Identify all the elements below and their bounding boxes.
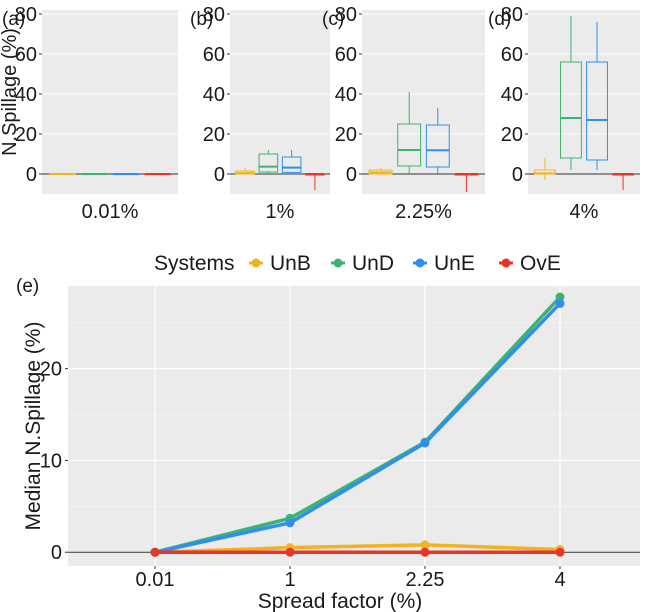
data-point bbox=[420, 547, 430, 557]
panel-background bbox=[362, 10, 485, 194]
x-label: 1% bbox=[266, 201, 295, 223]
box-ove bbox=[144, 173, 171, 176]
y-tick-label: 10 bbox=[40, 450, 62, 472]
panel-label: (c) bbox=[322, 9, 344, 30]
y-tick-label: 20 bbox=[335, 124, 357, 146]
panel-background bbox=[42, 10, 178, 194]
data-point bbox=[555, 547, 565, 557]
panel-label: (b) bbox=[190, 9, 213, 30]
box-iqr bbox=[560, 61, 582, 159]
y-tick-label: 80 bbox=[501, 4, 523, 26]
data-point bbox=[420, 540, 430, 550]
panel-background bbox=[230, 10, 330, 194]
x-tick-label: 2.25 bbox=[406, 569, 445, 591]
y-tick-label: 0 bbox=[512, 164, 523, 186]
data-point bbox=[555, 292, 565, 302]
panel-background bbox=[68, 286, 640, 566]
y-tick-label: 40 bbox=[203, 84, 225, 106]
y-tick-label: 20 bbox=[40, 359, 62, 381]
legend-item-und: UnD bbox=[331, 252, 394, 275]
y-tick-label: 20 bbox=[501, 124, 523, 146]
data-point bbox=[285, 518, 295, 528]
box-panel-2: 0 20 40 60 80 2.25% (c) bbox=[322, 4, 485, 223]
box-panel-1: 0 20 40 60 80 1% (b) bbox=[190, 4, 330, 223]
box-panel-0: 0 20 40 60 80 0.01% (a)N.Spillage (%) bbox=[0, 4, 178, 223]
series-ove bbox=[150, 547, 565, 557]
panel-label: (d) bbox=[488, 9, 511, 30]
box-iqr bbox=[258, 153, 279, 173]
box-panel-3: 0 20 40 60 80 4% (d) bbox=[488, 4, 640, 223]
y-tick-label: 20 bbox=[15, 124, 37, 146]
x-tick-label: 1 bbox=[284, 569, 295, 591]
y-axis-label: Median N.Spillage (%) bbox=[22, 322, 45, 531]
x-axis-label: Spread factor (%) bbox=[258, 590, 423, 612]
x-label: 2.25% bbox=[395, 201, 452, 223]
box-und bbox=[397, 92, 422, 174]
box-und bbox=[560, 16, 582, 170]
box-iqr bbox=[281, 156, 302, 173]
legend-label: UnE bbox=[434, 252, 475, 275]
y-tick-label: 0 bbox=[346, 164, 357, 186]
box-unb bbox=[235, 168, 255, 175]
panel-label: (a) bbox=[2, 9, 25, 30]
y-tick-label: 60 bbox=[15, 44, 37, 66]
y-tick-label: 0 bbox=[26, 164, 37, 186]
data-point bbox=[420, 438, 430, 448]
box-une bbox=[425, 108, 450, 174]
y-tick-label: 40 bbox=[335, 84, 357, 106]
data-point bbox=[285, 547, 295, 557]
legend-label: UnD bbox=[352, 252, 394, 275]
box-une bbox=[281, 150, 302, 174]
data-point bbox=[555, 298, 565, 308]
y-tick-label: 40 bbox=[501, 84, 523, 106]
legend-item-ove: OvE bbox=[499, 252, 561, 275]
y-tick-label: 60 bbox=[203, 44, 225, 66]
y-tick-label: 60 bbox=[501, 44, 523, 66]
y-tick-label: 0 bbox=[51, 542, 62, 564]
y-axis-label: N.Spillage (%) bbox=[0, 28, 21, 156]
legend-item-une: UnE bbox=[413, 252, 475, 275]
legend-key-dot bbox=[251, 258, 261, 268]
x-tick-label: 0.01 bbox=[136, 569, 175, 591]
legend-key-dot bbox=[415, 258, 425, 268]
legend: Systems UnB UnD UnE OvE bbox=[154, 252, 561, 275]
y-tick-label: 80 bbox=[335, 4, 357, 26]
box-ove bbox=[305, 173, 325, 190]
box-unb bbox=[49, 173, 76, 176]
series-line bbox=[154, 295, 562, 554]
y-tick-label: 40 bbox=[15, 84, 37, 106]
y-tick-label: 0 bbox=[214, 164, 225, 186]
box-iqr bbox=[586, 61, 608, 161]
legend-label: UnB bbox=[270, 252, 311, 275]
panel-background bbox=[528, 10, 640, 194]
series-line bbox=[154, 302, 562, 554]
legend-key-dot bbox=[333, 258, 343, 268]
box-une bbox=[586, 22, 608, 170]
x-tick-label: 4 bbox=[554, 569, 565, 591]
legend-title: Systems bbox=[154, 252, 235, 275]
series-line bbox=[154, 543, 561, 554]
box-iqr bbox=[425, 124, 450, 168]
data-point bbox=[150, 547, 160, 557]
box-unb bbox=[368, 168, 393, 175]
box-une bbox=[112, 173, 139, 176]
box-unb bbox=[534, 158, 556, 180]
x-label: 4% bbox=[570, 201, 599, 223]
legend-label: OvE bbox=[520, 252, 561, 275]
y-tick-label: 80 bbox=[203, 4, 225, 26]
legend-key-dot bbox=[501, 258, 511, 268]
box-ove bbox=[612, 173, 634, 190]
box-und bbox=[258, 150, 279, 174]
box-iqr bbox=[397, 123, 422, 167]
box-und bbox=[81, 173, 108, 176]
y-tick-label: 20 bbox=[203, 124, 225, 146]
x-label: 0.01% bbox=[82, 201, 139, 223]
box-ove bbox=[454, 173, 479, 192]
y-tick-label: 80 bbox=[15, 4, 37, 26]
y-tick-label: 60 bbox=[335, 44, 357, 66]
line-panel: 0 10 20 0.01 1 2.25 4 (e) Spread factor (%) Media… bbox=[16, 276, 640, 612]
panel-label: (e) bbox=[16, 276, 39, 297]
legend-item-unb: UnB bbox=[249, 252, 311, 275]
